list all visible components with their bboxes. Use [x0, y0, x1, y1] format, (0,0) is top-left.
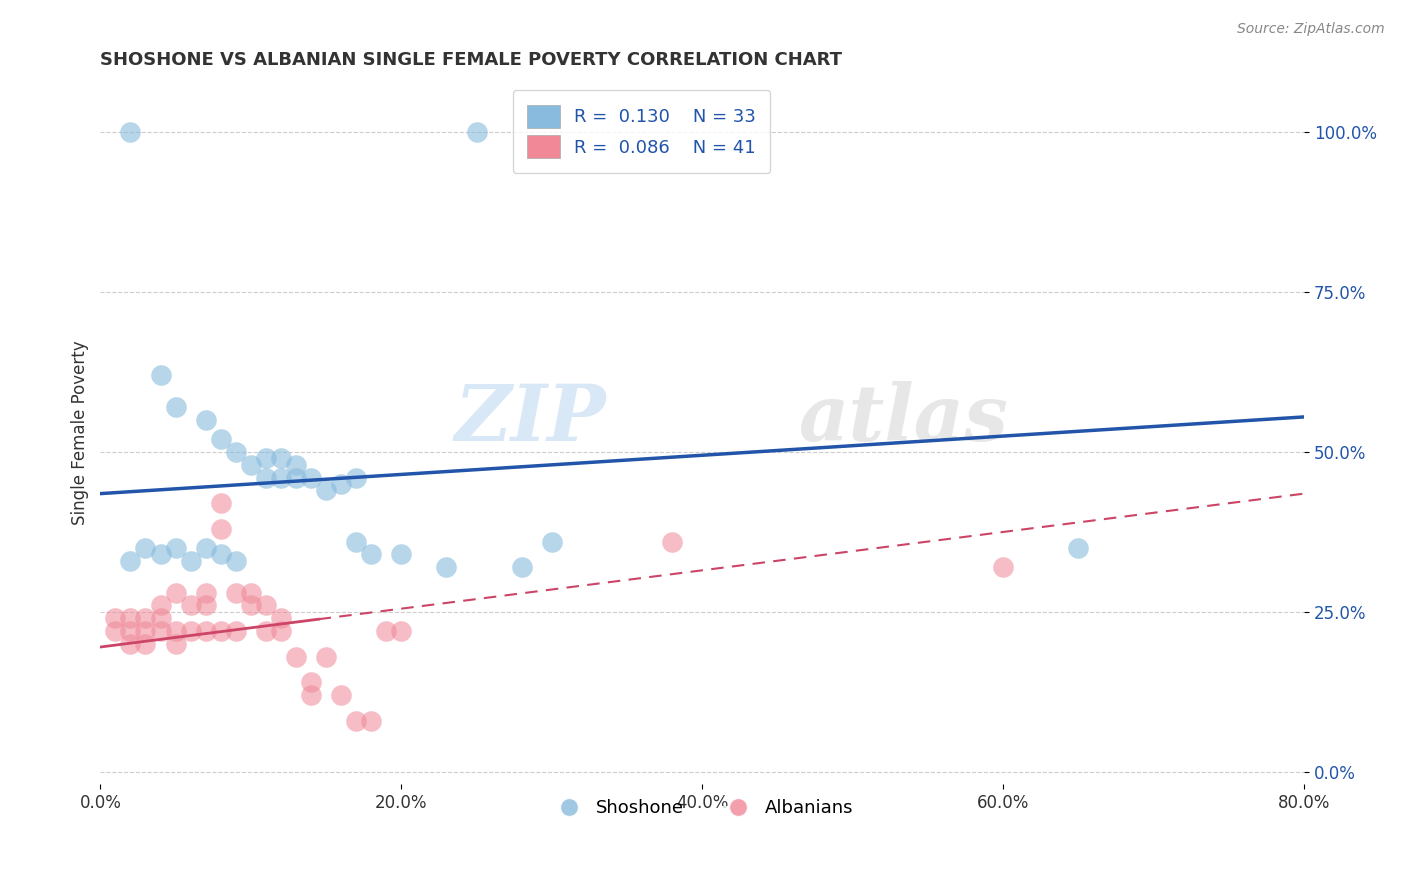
Point: [209, 496, 232, 510]
Point: [299, 688, 322, 702]
Point: [1067, 541, 1090, 555]
Point: [270, 470, 292, 484]
Point: [239, 599, 262, 613]
Point: [540, 534, 562, 549]
Point: [180, 554, 202, 568]
Point: [344, 714, 367, 728]
Point: [225, 554, 247, 568]
Point: [270, 451, 292, 466]
Point: [315, 649, 337, 664]
Point: [165, 637, 187, 651]
Point: [149, 599, 172, 613]
Point: [149, 368, 172, 383]
Point: [120, 611, 142, 625]
Point: [315, 483, 337, 498]
Point: [120, 637, 142, 651]
Point: [330, 688, 353, 702]
Point: [134, 541, 156, 555]
Point: [239, 458, 262, 472]
Point: [180, 624, 202, 638]
Point: [209, 522, 232, 536]
Point: [180, 599, 202, 613]
Point: [285, 649, 308, 664]
Point: [510, 560, 533, 574]
Point: [165, 585, 187, 599]
Point: [299, 675, 322, 690]
Point: [194, 624, 217, 638]
Point: [285, 458, 308, 472]
Point: [375, 624, 398, 638]
Point: [134, 637, 156, 651]
Point: [149, 624, 172, 638]
Point: [165, 401, 187, 415]
Point: [225, 585, 247, 599]
Point: [134, 624, 156, 638]
Point: [104, 611, 127, 625]
Point: [165, 541, 187, 555]
Point: [225, 624, 247, 638]
Point: [344, 470, 367, 484]
Text: ZIP: ZIP: [454, 381, 606, 457]
Point: [194, 585, 217, 599]
Text: Source: ZipAtlas.com: Source: ZipAtlas.com: [1237, 22, 1385, 37]
Point: [360, 714, 382, 728]
Point: [194, 599, 217, 613]
Point: [993, 560, 1015, 574]
Point: [389, 624, 412, 638]
Text: SHOSHONE VS ALBANIAN SINGLE FEMALE POVERTY CORRELATION CHART: SHOSHONE VS ALBANIAN SINGLE FEMALE POVER…: [100, 51, 842, 69]
Text: atlas: atlas: [799, 381, 1008, 457]
Point: [299, 470, 322, 484]
Point: [120, 126, 142, 140]
Point: [344, 534, 367, 549]
Point: [254, 599, 277, 613]
Point: [209, 624, 232, 638]
Point: [436, 560, 458, 574]
Point: [270, 624, 292, 638]
Point: [239, 585, 262, 599]
Point: [254, 470, 277, 484]
Point: [194, 541, 217, 555]
Point: [389, 547, 412, 561]
Point: [104, 624, 127, 638]
Legend: Shoshone, Albanians: Shoshone, Albanians: [544, 792, 860, 824]
Point: [661, 534, 683, 549]
Point: [330, 477, 353, 491]
Point: [270, 611, 292, 625]
Point: [254, 624, 277, 638]
Point: [209, 547, 232, 561]
Point: [120, 554, 142, 568]
Point: [209, 432, 232, 446]
Point: [149, 547, 172, 561]
Point: [225, 445, 247, 459]
Point: [254, 451, 277, 466]
Point: [194, 413, 217, 427]
Point: [120, 624, 142, 638]
Point: [360, 547, 382, 561]
Y-axis label: Single Female Poverty: Single Female Poverty: [72, 341, 89, 525]
Point: [465, 126, 488, 140]
Point: [149, 611, 172, 625]
Point: [285, 470, 308, 484]
Point: [165, 624, 187, 638]
Point: [134, 611, 156, 625]
